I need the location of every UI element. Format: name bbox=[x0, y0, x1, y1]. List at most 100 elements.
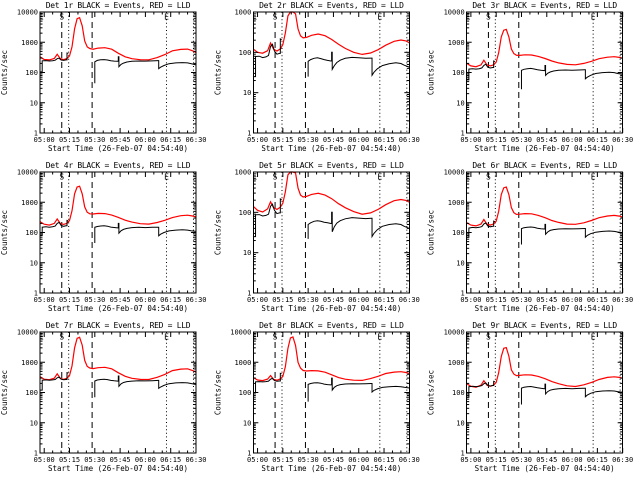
lld-series bbox=[466, 186, 623, 227]
subplot-det-2r: E S E 05:00 05:15 05:30 05:45 06:00 06:15 06:30 1 1… bbox=[213, 1, 420, 153]
x-tick-label: 05:00 bbox=[34, 296, 55, 304]
x-tick-label: 06:15 bbox=[587, 456, 608, 464]
x-tick-label: 06:30 bbox=[612, 296, 633, 304]
x-axis-title: Start Time (26-Feb-07 04:54:40) bbox=[475, 464, 615, 473]
subplot-title: Det 4r BLACK = Events, RED = LLD bbox=[46, 161, 191, 170]
x-tick-label: 05:30 bbox=[84, 136, 105, 144]
y-tick-label: 10 bbox=[456, 419, 464, 427]
y-tick-label: 10 bbox=[456, 99, 464, 107]
x-tick-label: 06:15 bbox=[160, 456, 181, 464]
subplot-title: Det 9r BLACK = Events, RED = LLD bbox=[472, 321, 617, 330]
flare-marker-s: S bbox=[59, 173, 64, 182]
x-tick-label: 06:30 bbox=[185, 136, 206, 144]
plot-frame bbox=[466, 331, 624, 454]
y-tick-label: 100 bbox=[452, 69, 465, 77]
y-tick-label: 10000 bbox=[230, 329, 251, 337]
flare-marker-e: E bbox=[591, 173, 596, 182]
subplot-det-4r: ESE05:0005:1505:3005:4506:0006:1506:3011… bbox=[0, 161, 207, 313]
x-tick-label: 05:00 bbox=[460, 296, 481, 304]
events-series-segment-2 bbox=[520, 383, 623, 405]
x-tick-label: 05:00 bbox=[34, 456, 55, 464]
flare-marker-s: S bbox=[486, 13, 491, 22]
events-series-segment-2 bbox=[94, 56, 197, 84]
flare-marker-e: E bbox=[377, 173, 382, 182]
events-series-segment-2 bbox=[307, 51, 410, 78]
y-axis-title: Counts/sec bbox=[0, 370, 9, 415]
flare-marker-e: E bbox=[164, 333, 169, 342]
y-tick-label: 10 bbox=[30, 99, 38, 107]
y-tick-label: 10000 bbox=[17, 9, 38, 17]
flare-marker-e: E bbox=[252, 173, 257, 182]
y-tick-label: 1 bbox=[247, 450, 251, 458]
flare-marker-e: E bbox=[377, 13, 382, 22]
events-series-segment-2 bbox=[520, 223, 623, 245]
x-tick-label: 05:15 bbox=[59, 296, 80, 304]
events-series-segment-1 bbox=[253, 37, 282, 78]
y-axis-title: Counts/sec bbox=[427, 370, 436, 415]
lld-series bbox=[39, 336, 197, 381]
y-tick-label: 1000 bbox=[448, 39, 465, 47]
y-axis-title: Counts/sec bbox=[0, 50, 9, 95]
lld-series bbox=[466, 346, 623, 388]
y-tick-label: 1 bbox=[34, 450, 38, 458]
x-tick-label: 06:15 bbox=[373, 456, 394, 464]
x-tick-label: 06:15 bbox=[160, 296, 181, 304]
y-tick-label: 1000 bbox=[234, 359, 251, 367]
x-tick-label: 06:15 bbox=[587, 296, 608, 304]
lld-series bbox=[466, 28, 623, 68]
flare-marker-s: S bbox=[273, 173, 278, 182]
flare-marker-e: E bbox=[591, 333, 596, 342]
flare-marker-s: S bbox=[273, 13, 278, 22]
x-tick-label: 05:00 bbox=[34, 136, 55, 144]
x-tick-label: 06:00 bbox=[562, 296, 583, 304]
x-tick-label: 06:00 bbox=[348, 296, 369, 304]
x-tick-label: 06:00 bbox=[135, 136, 156, 144]
x-tick-label: 05:30 bbox=[298, 296, 319, 304]
x-tick-label: 05:15 bbox=[272, 456, 293, 464]
flare-marker-e: E bbox=[164, 173, 169, 182]
x-tick-label: 06:00 bbox=[562, 136, 583, 144]
events-series-segment-1 bbox=[253, 372, 282, 393]
x-tick-label: 06:00 bbox=[135, 456, 156, 464]
lld-series bbox=[39, 16, 197, 61]
y-tick-label: 1 bbox=[34, 130, 38, 138]
x-tick-label: 06:30 bbox=[612, 456, 633, 464]
x-tick-label: 06:30 bbox=[399, 296, 420, 304]
y-tick-label: 10 bbox=[243, 419, 251, 427]
subplot-title: Det 3r BLACK = Events, RED = LLD bbox=[472, 1, 617, 10]
x-tick-label: 05:30 bbox=[298, 136, 319, 144]
flare-marker-s: S bbox=[59, 333, 64, 342]
lld-series bbox=[253, 336, 410, 382]
x-tick-label: 05:00 bbox=[247, 296, 268, 304]
x-axis-title: Start Time (26-Feb-07 04:54:40) bbox=[48, 464, 188, 473]
subplot-det-3r: ESE05:0005:1505:3005:4506:0006:1506:3011… bbox=[427, 1, 634, 153]
plot-frame bbox=[39, 331, 197, 454]
events-series-segment-1 bbox=[466, 220, 496, 238]
plot-frame bbox=[252, 331, 410, 454]
plot-frame bbox=[252, 171, 410, 294]
x-tick-label: 05:15 bbox=[486, 136, 507, 144]
plot-frame bbox=[466, 171, 624, 294]
subplot-det-8r: ESE05:0005:1505:3005:4506:0006:1506:3011… bbox=[213, 321, 420, 473]
x-tick-label: 06:15 bbox=[373, 136, 394, 144]
y-tick-label: 100 bbox=[452, 229, 465, 237]
subplot-title: Det 1r BLACK = Events, RED = LLD bbox=[46, 1, 191, 10]
y-tick-label: 10 bbox=[30, 259, 38, 267]
lld-series bbox=[252, 11, 410, 56]
x-tick-label: 05:15 bbox=[486, 456, 507, 464]
flare-marker-s: S bbox=[59, 13, 64, 22]
subplot-title: Det 2r BLACK = Events, RED = LLD bbox=[259, 1, 404, 10]
x-tick-label: 05:45 bbox=[536, 136, 557, 144]
x-axis-title: Start Time (26-Feb-07 04:54:40) bbox=[261, 464, 401, 473]
x-tick-label: 06:00 bbox=[348, 136, 369, 144]
y-tick-label: 1000 bbox=[21, 359, 38, 367]
x-tick-label: 05:45 bbox=[323, 136, 344, 144]
lld-series bbox=[39, 185, 197, 226]
events-series-segment-1 bbox=[40, 372, 69, 391]
y-tick-label: 1000 bbox=[234, 169, 251, 177]
x-tick-label: 06:30 bbox=[612, 136, 633, 144]
y-axis-title: Counts/sec bbox=[213, 370, 222, 415]
subplot-title: Det 7r BLACK = Events, RED = LLD bbox=[46, 321, 191, 330]
y-tick-label: 10000 bbox=[444, 9, 465, 17]
x-tick-label: 05:00 bbox=[460, 456, 481, 464]
